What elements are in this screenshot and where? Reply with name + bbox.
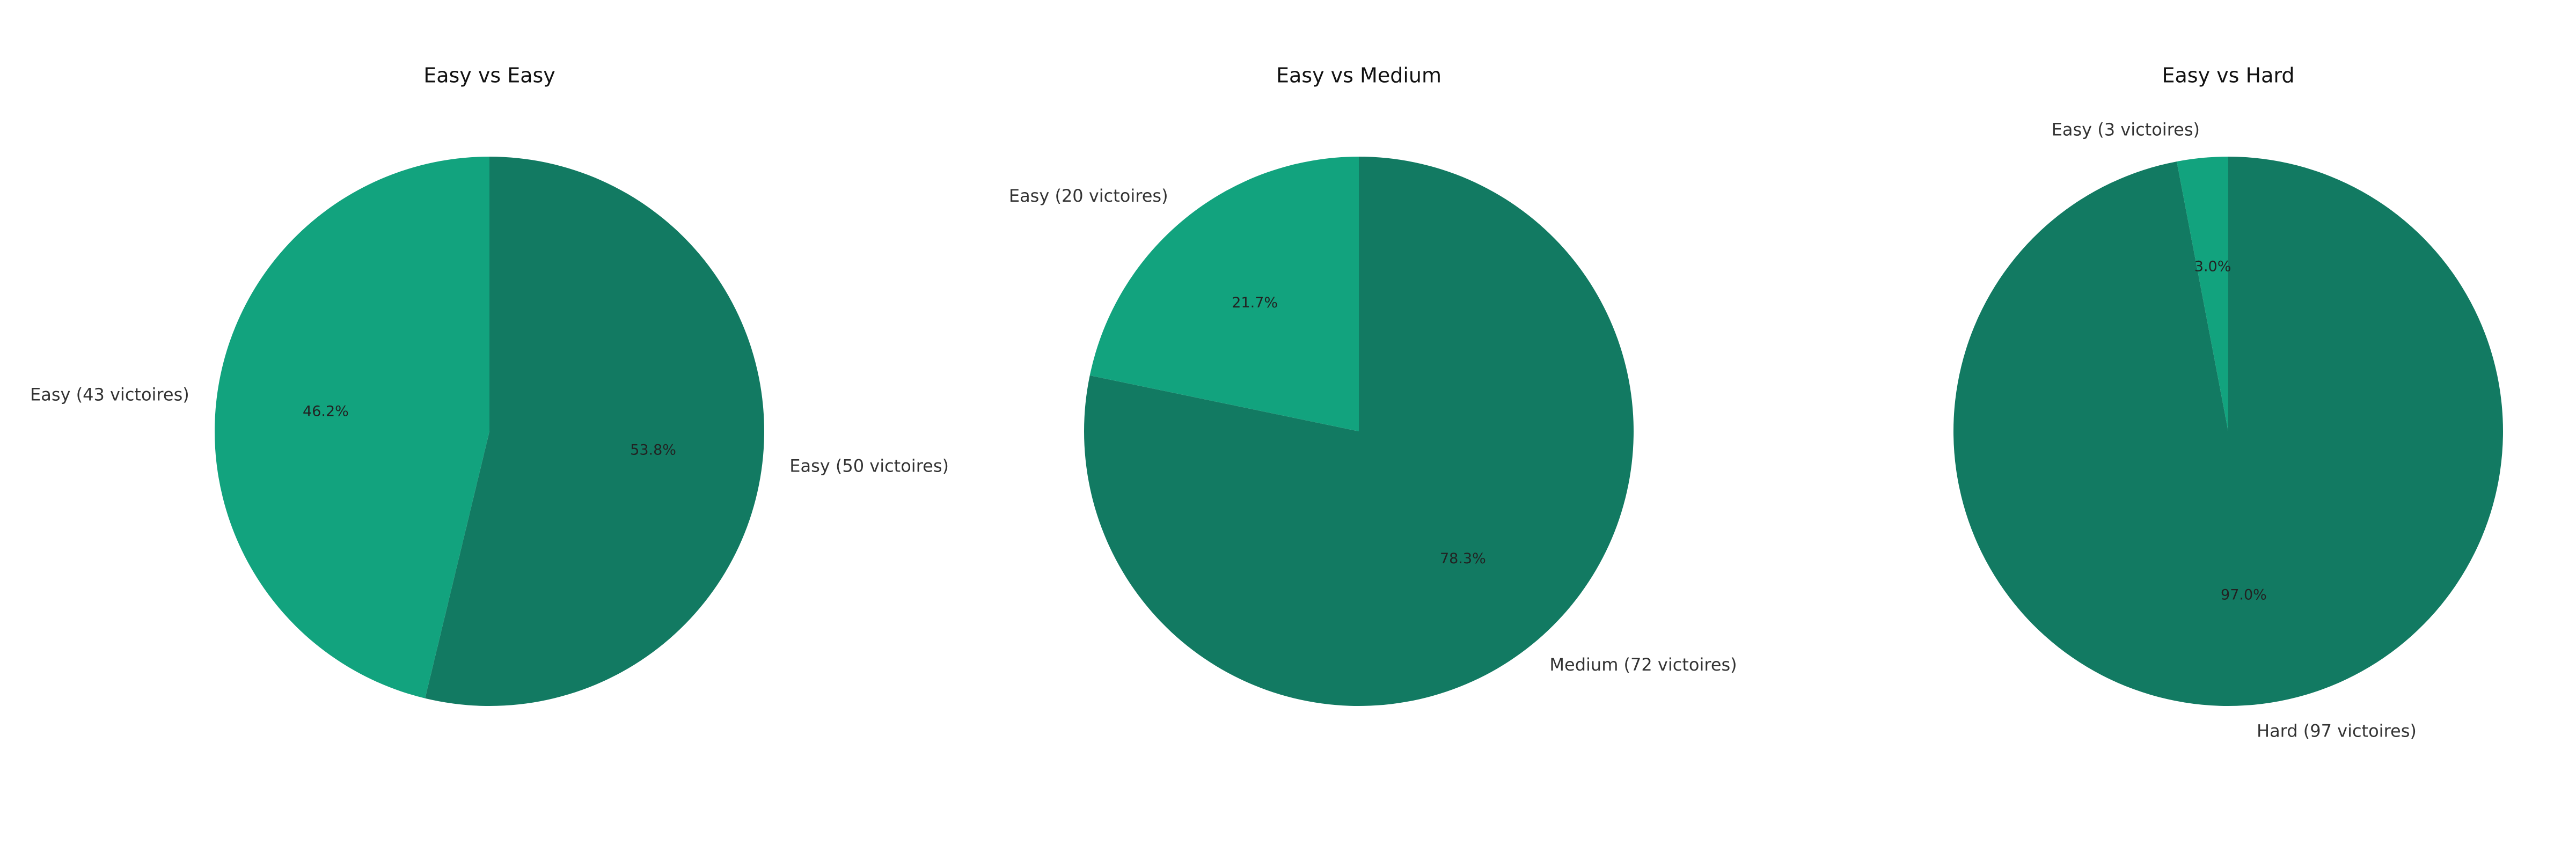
pie-chart-1: Easy vs Easy 53.8% Easy (50 victoires) 46.2… bbox=[30, 64, 949, 706]
chart-title: Easy vs Medium bbox=[1276, 64, 1441, 87]
percent-label: 3.0% bbox=[2194, 259, 2231, 275]
pie-chart-2: Easy vs Medium 78.3% Medium (72 victoires)… bbox=[1009, 64, 1737, 706]
chart-title: Easy vs Hard bbox=[2162, 64, 2295, 87]
pie-slice bbox=[2177, 157, 2228, 431]
slice-label: Easy (20 victoires) bbox=[1009, 186, 1168, 206]
percent-label: 53.8% bbox=[630, 442, 676, 459]
slice-label: Easy (3 victoires) bbox=[2052, 119, 2200, 139]
pie-slice bbox=[214, 157, 489, 698]
pie-chart-3: Easy vs Hard 97.0% Hard (97 victoires) 3.0%… bbox=[1953, 64, 2503, 741]
slice-label: Medium (72 victoires) bbox=[1549, 654, 1737, 675]
percent-label: 46.2% bbox=[303, 403, 349, 420]
percent-label: 78.3% bbox=[1440, 550, 1486, 567]
slice-label: Hard (97 victoires) bbox=[2257, 721, 2417, 741]
pie-slice bbox=[425, 157, 764, 706]
slice-label: Easy (50 victoires) bbox=[789, 455, 949, 476]
pie-slice bbox=[1089, 157, 1359, 431]
slice-label: Easy (43 victoires) bbox=[30, 385, 189, 405]
chart-title: Easy vs Easy bbox=[423, 64, 555, 87]
percent-label: 21.7% bbox=[1232, 295, 1278, 311]
percent-label: 97.0% bbox=[2221, 586, 2267, 603]
